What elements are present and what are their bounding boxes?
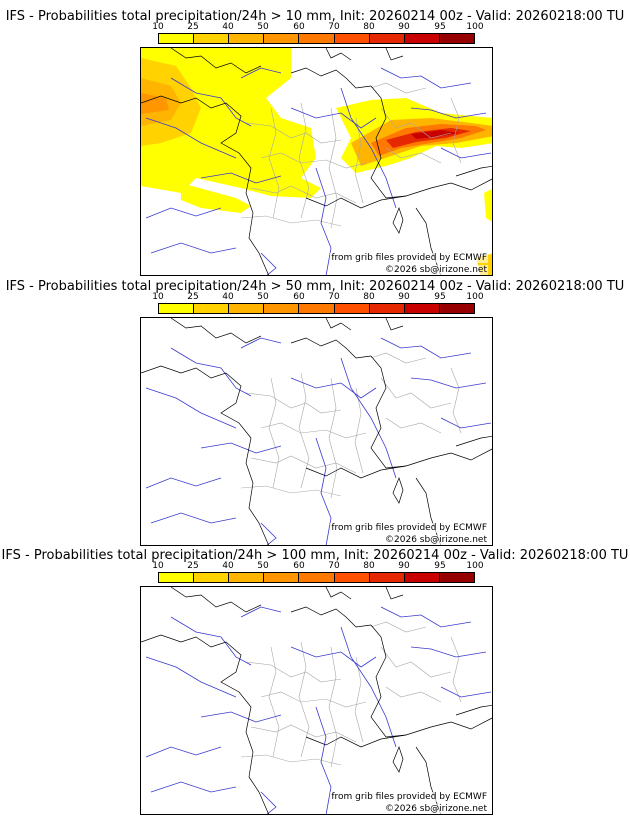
colorbar-tick: 40	[222, 292, 234, 302]
colorbar-segment	[194, 304, 230, 313]
colorbar-segment	[334, 304, 370, 313]
colorbar-tick: 90	[398, 561, 410, 571]
colorbar-tick: 95	[434, 292, 446, 302]
colorbar-segment	[264, 304, 300, 313]
colorbar-tick: 70	[328, 561, 340, 571]
source-credit: from grib files provided by ECMWF	[330, 792, 488, 802]
map-panel-50mm: IFS - Probabilities total precipitation/…	[0, 279, 630, 549]
colorbar-tick: 10	[152, 292, 164, 302]
precipitation-map: from grib files provided by ECMWF ©2026 …	[140, 47, 493, 276]
colorbar-tick: 50	[257, 292, 269, 302]
colorbar-tick: 95	[434, 561, 446, 571]
colorbar-segment	[194, 34, 230, 43]
colorbar-tick: 25	[187, 22, 199, 32]
source-credit: from grib files provided by ECMWF	[330, 253, 488, 263]
colorbar-segment	[299, 573, 335, 582]
colorbar-segment	[159, 573, 195, 582]
colorbar-tick: 90	[398, 22, 410, 32]
colorbar-segment	[229, 304, 265, 313]
copyright-credit: ©2026 sb@irizone.net	[384, 535, 488, 545]
colorbar-segment	[439, 573, 474, 582]
colorbar-tick: 100	[466, 22, 484, 32]
colorbar-segment	[369, 34, 405, 43]
panel-title: IFS - Probabilities total precipitation/…	[5, 279, 625, 294]
colorbar-tick: 70	[328, 292, 340, 302]
colorbar-tick: 90	[398, 292, 410, 302]
prob-area-orange	[141, 93, 169, 114]
colorbar-segment	[229, 573, 265, 582]
colorbar-tick: 50	[257, 561, 269, 571]
colorbar-ticks: 10 25 40 50 60 70 80 90 95 100	[152, 22, 483, 33]
prob-area-yellow	[484, 189, 492, 222]
colorbar-ticks: 10 25 40 50 60 70 80 90 95 100	[152, 561, 483, 572]
colorbar-segment	[299, 34, 335, 43]
colorbar	[158, 303, 475, 314]
copyright-credit: ©2026 sb@irizone.net	[384, 804, 488, 814]
colorbar-tick: 60	[293, 292, 305, 302]
prob-area-red	[411, 130, 459, 139]
colorbar-segment	[159, 304, 195, 313]
colorbar	[158, 572, 475, 583]
colorbar-tick: 10	[152, 561, 164, 571]
colorbar-segment	[334, 34, 370, 43]
colorbar-tick: 80	[363, 292, 375, 302]
colorbar-tick: 50	[257, 22, 269, 32]
colorbar-tick: 95	[434, 22, 446, 32]
panel-title: IFS - Probabilities total precipitation/…	[5, 9, 625, 24]
panel-title: IFS - Probabilities total precipitation/…	[1, 548, 629, 563]
map-panel-100mm: IFS - Probabilities total precipitation/…	[0, 548, 630, 818]
colorbar-tick: 60	[293, 22, 305, 32]
colorbar-segment	[439, 304, 474, 313]
prob-area-yellow	[181, 183, 251, 213]
precipitation-map: from grib files provided by ECMWF ©2026 …	[140, 586, 493, 815]
colorbar-segment	[404, 34, 440, 43]
colorbar-segment	[194, 573, 230, 582]
source-credit: from grib files provided by ECMWF	[330, 523, 488, 533]
colorbar-tick: 40	[222, 22, 234, 32]
colorbar-segment	[159, 34, 195, 43]
colorbar-segment	[404, 304, 440, 313]
colorbar-ticks: 10 25 40 50 60 70 80 90 95 100	[152, 292, 483, 303]
colorbar-tick: 10	[152, 22, 164, 32]
colorbar-tick: 100	[466, 292, 484, 302]
colorbar-segment	[369, 304, 405, 313]
colorbar-tick: 80	[363, 561, 375, 571]
colorbar-tick: 25	[187, 292, 199, 302]
colorbar-segment	[264, 573, 300, 582]
colorbar-tick: 25	[187, 561, 199, 571]
colorbar-tick: 100	[466, 561, 484, 571]
colorbar-segment	[299, 304, 335, 313]
colorbar-tick: 70	[328, 22, 340, 32]
colorbar-segment	[404, 573, 440, 582]
colorbar	[158, 33, 475, 44]
copyright-credit: ©2026 sb@irizone.net	[384, 265, 488, 275]
colorbar-segment	[264, 34, 300, 43]
colorbar-segment	[334, 573, 370, 582]
colorbar-tick: 60	[293, 561, 305, 571]
colorbar-segment	[229, 34, 265, 43]
precipitation-map: from grib files provided by ECMWF ©2026 …	[140, 317, 493, 546]
colorbar-tick: 80	[363, 22, 375, 32]
map-panel-10mm: IFS - Probabilities total precipitation/…	[0, 9, 630, 279]
colorbar-tick: 40	[222, 561, 234, 571]
colorbar-segment	[439, 34, 474, 43]
colorbar-segment	[369, 573, 405, 582]
